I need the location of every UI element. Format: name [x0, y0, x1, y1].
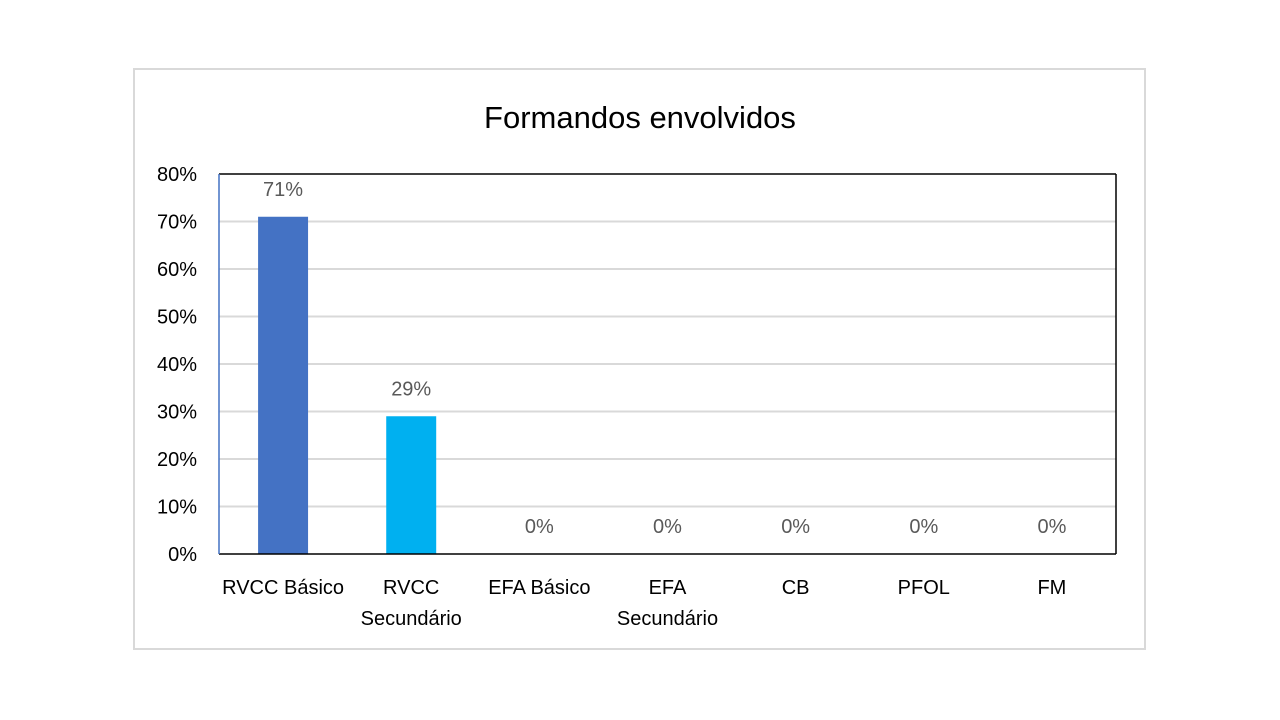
- data-label: 0%: [653, 516, 682, 538]
- data-label: 0%: [1037, 516, 1066, 538]
- y-axis-tick-labels: 0% 10% 20% 30% 40% 50% 60% 70% 80%: [157, 164, 197, 566]
- x-tick-label: CB: [782, 577, 810, 599]
- x-tick-label: PFOL: [898, 577, 950, 599]
- x-tick-label: Secundário: [361, 608, 462, 630]
- data-label: 0%: [909, 516, 938, 538]
- bar: [258, 216, 309, 554]
- y-tick-label: 60%: [157, 259, 197, 281]
- y-tick-label: 10%: [157, 497, 197, 519]
- data-label: 29%: [391, 378, 431, 400]
- y-tick-label: 70%: [157, 212, 197, 234]
- x-tick-label: EFA: [649, 577, 687, 599]
- x-tick-label: FM: [1037, 577, 1066, 599]
- x-axis-tick-labels: RVCC Básico RVCC Secundário EFA Básico EFA Se…: [222, 577, 1066, 630]
- gridlines: [219, 220, 1116, 508]
- y-tick-label: 20%: [157, 449, 197, 471]
- data-label: 71%: [263, 179, 303, 201]
- y-tick-label: 50%: [157, 307, 197, 329]
- y-tick-label: 0%: [168, 544, 197, 566]
- data-labels: 71% 29% 0% 0% 0% 0% 0%: [263, 179, 1067, 538]
- axes: [218, 173, 1117, 555]
- data-label: 0%: [781, 516, 810, 538]
- y-tick-label: 40%: [157, 354, 197, 376]
- x-tick-label: RVCC Básico: [222, 577, 344, 599]
- bar: [386, 416, 437, 554]
- x-tick-label: EFA Básico: [488, 577, 590, 599]
- x-tick-label: Secundário: [617, 608, 718, 630]
- y-tick-label: 80%: [157, 164, 197, 186]
- chart-title: Formandos envolvidos: [484, 100, 796, 135]
- data-label: 0%: [525, 516, 554, 538]
- bars: [258, 216, 437, 554]
- y-tick-label: 30%: [157, 402, 197, 424]
- x-tick-label: RVCC: [383, 577, 439, 599]
